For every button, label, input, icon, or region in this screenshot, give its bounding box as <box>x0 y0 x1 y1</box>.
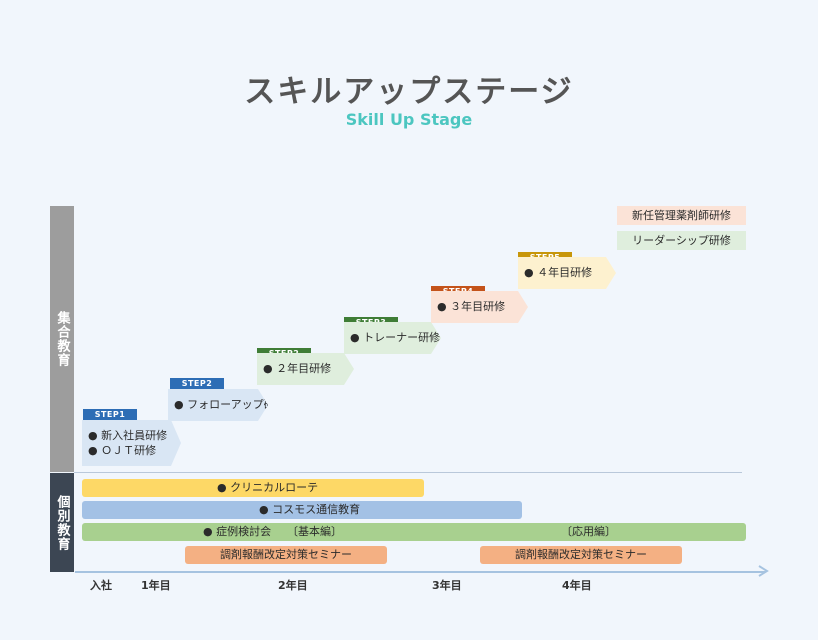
section-divider <box>74 472 742 473</box>
step2a-badge: STEP2 <box>170 378 224 389</box>
axis-label-year1: 1年目 <box>141 579 171 592</box>
cosmos-label: ● コスモス通信教育 <box>259 503 361 516</box>
case-study-label: ● 症例検討会 <box>203 525 272 538</box>
cosmos-bar: ● コスモス通信教育 <box>82 501 522 519</box>
step3-line: ● トレーナー研修 <box>350 331 441 344</box>
step2b-line: ● ２年目研修 <box>263 362 332 375</box>
individual-education-label: 個別教育 <box>54 494 70 551</box>
group-education-label: 集合教育 <box>54 311 70 367</box>
step4-box: ● ３年目研修 <box>431 291 528 323</box>
axis-label-year3: 3年目 <box>432 579 462 592</box>
page-title: スキルアップステージ <box>244 74 574 110</box>
step2a-box: ● フォローアップ研修 <box>168 389 268 421</box>
step3-box: ● トレーナー研修 <box>344 322 441 354</box>
clinical-rotation-label: ● クリニカルローテ <box>217 481 319 494</box>
step4-line: ● ３年目研修 <box>437 300 506 313</box>
step2b-box: ● ２年目研修 <box>257 353 354 385</box>
clinical-rotation-bar: ● クリニカルローテ <box>82 479 424 497</box>
axis-label-join: 入社 <box>90 579 112 592</box>
axis-arrowhead-icon <box>758 565 769 577</box>
sidebar-group-education: 集合教育 <box>50 206 74 472</box>
page-subtitle: Skill Up Stage <box>345 110 473 129</box>
step5-line: ● ４年目研修 <box>524 266 593 279</box>
timeline-axis <box>75 571 765 573</box>
leadership-training-tag: リーダーシップ研修 <box>617 231 746 250</box>
step5-box: ● ４年目研修 <box>518 257 616 289</box>
step1-badge: STEP1 <box>83 409 137 420</box>
case-basic-label: 〔基本編〕 <box>287 525 342 538</box>
step1-box: ● 新入社員研修 ● ＯＪＴ研修 <box>82 420 181 466</box>
axis-label-year4: 4年目 <box>562 579 592 592</box>
step1-line1: ● 新入社員研修 <box>88 429 168 442</box>
case-study-bar: ● 症例検討会 〔基本編〕 〔応用編〕 <box>82 523 746 541</box>
case-applied-label: 〔応用編〕 <box>561 525 616 538</box>
new-manager-training-tag: 新任管理薬剤師研修 <box>617 206 746 225</box>
step2a-line: ● フォローアップ研修 <box>174 398 286 411</box>
seminar2-bar: 調剤報酬改定対策セミナー <box>480 546 682 564</box>
axis-label-year2: 2年目 <box>278 579 308 592</box>
sidebar-individual-education: 個別教育 <box>50 473 74 572</box>
seminar1-bar: 調剤報酬改定対策セミナー <box>185 546 387 564</box>
step1-line2: ● ＯＪＴ研修 <box>88 444 157 457</box>
